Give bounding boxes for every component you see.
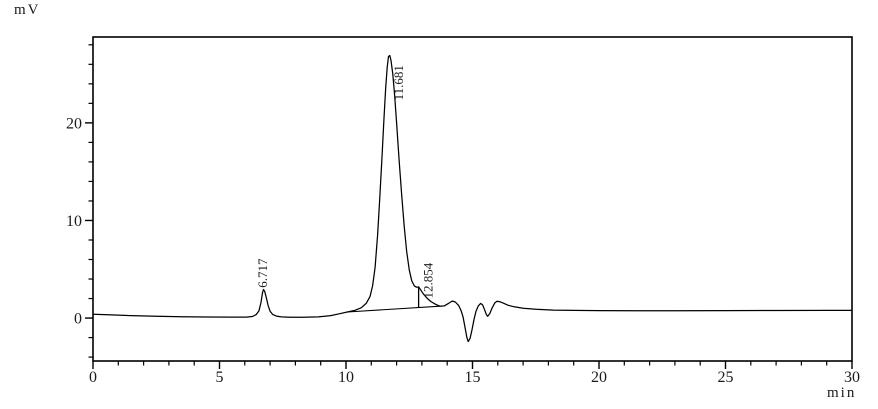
y-axis-unit-label: mV (14, 2, 41, 18)
plot-frame (92, 36, 853, 362)
integration-baseline (347, 305, 441, 313)
x-tick-label: 20 (591, 369, 607, 386)
x-tick-label: 30 (844, 369, 860, 386)
x-tick-label: 15 (465, 369, 481, 386)
x-axis-unit-label: min (827, 385, 857, 401)
x-tick-label: 5 (216, 369, 224, 386)
peak-label: 6.717 (255, 258, 270, 288)
x-tick-label: 25 (718, 369, 734, 386)
y-tick-label: 10 (66, 213, 82, 230)
peak-label: 12.854 (421, 262, 436, 298)
peak-label: 11.681 (391, 65, 406, 100)
y-tick-label: 20 (66, 115, 82, 132)
signal-trace (92, 54, 853, 343)
x-tick-label: 0 (89, 369, 97, 386)
x-tick-label: 10 (338, 369, 354, 386)
y-tick-label: 0 (74, 311, 82, 328)
